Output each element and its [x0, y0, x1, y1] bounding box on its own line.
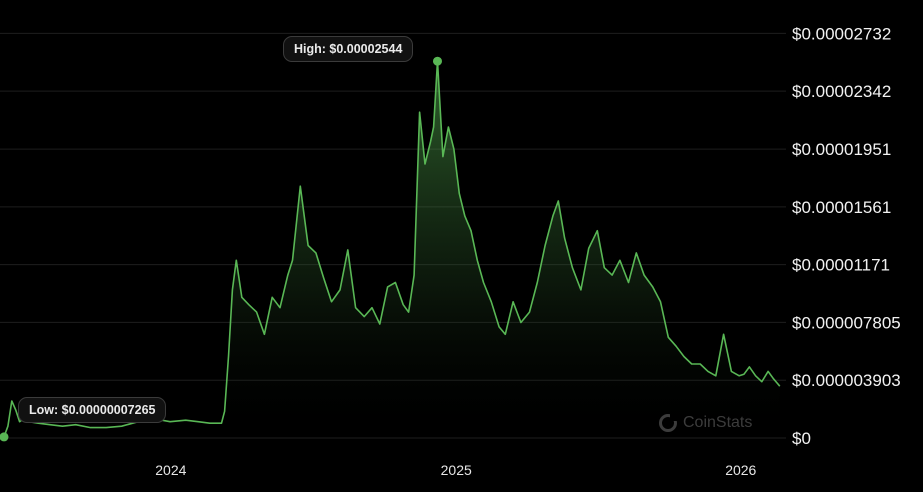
y-axis: $0 $0.000003903 $0.000007805 $0.00001171 $0.… — [792, 24, 901, 448]
x-tick-label: 2024 — [155, 462, 186, 478]
y-tick-label: $0.000007805 — [792, 313, 901, 332]
price-area-fill — [4, 61, 780, 438]
y-tick-label: $0.00001561 — [792, 198, 891, 217]
x-tick-label: 2026 — [725, 462, 756, 478]
y-tick-label: $0.00001171 — [792, 256, 890, 275]
high-marker — [432, 56, 442, 66]
price-line — [3, 60, 781, 438]
y-tick-label: $0.00002342 — [792, 82, 891, 101]
low-marker — [0, 432, 9, 442]
x-tick-label: 2025 — [441, 462, 472, 478]
coinstats-watermark: CoinStats — [659, 414, 752, 432]
y-tick-label: $0.00002732 — [792, 24, 891, 43]
coinstats-logo-icon — [659, 414, 677, 432]
watermark-text: CoinStats — [683, 414, 753, 431]
low-price-callout: Low: $0.00000007265 — [18, 397, 167, 423]
x-axis: 2024 2025 2026 — [155, 462, 756, 478]
y-tick-label: $0 — [792, 429, 811, 448]
high-price-callout: High: $0.00002544 — [283, 36, 414, 62]
y-tick-label: $0.000003903 — [792, 371, 901, 390]
y-tick-label: $0.00001951 — [792, 140, 891, 159]
